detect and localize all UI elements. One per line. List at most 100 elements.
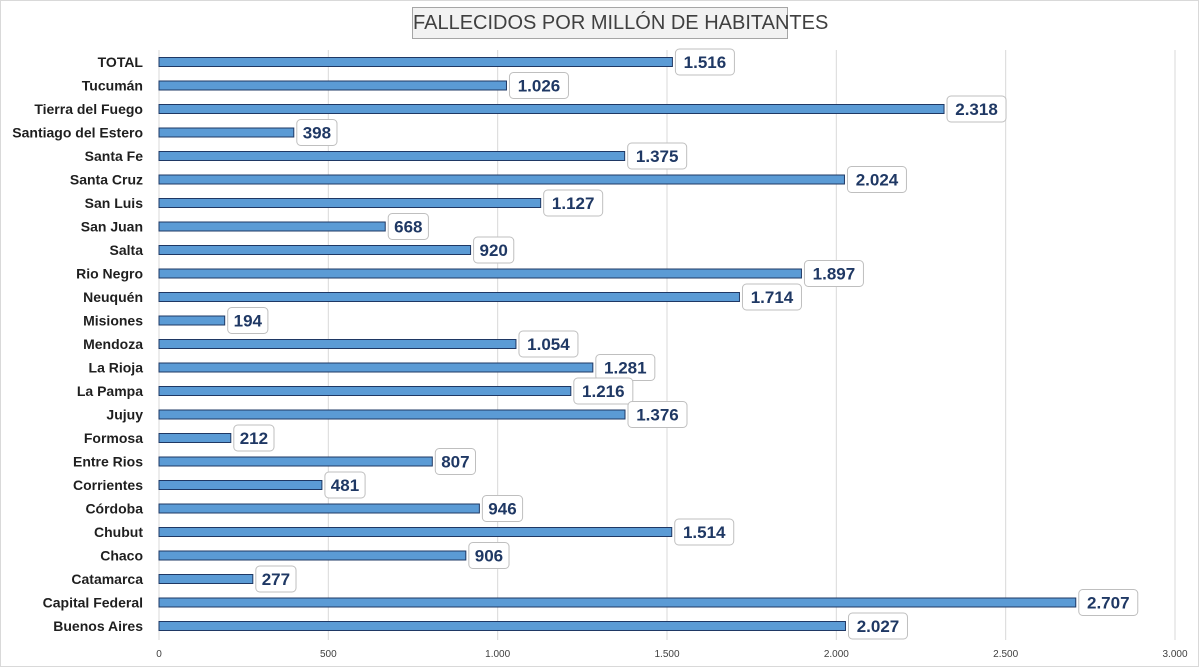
data-label-box [543, 189, 604, 217]
bar [158, 174, 845, 185]
bar [158, 574, 254, 584]
category-label: Corrientes [73, 477, 143, 493]
data-label-box [627, 142, 688, 170]
data-label: 1.516 [684, 53, 727, 72]
bar [158, 245, 472, 255]
category-label: Capital Federal [43, 595, 143, 611]
data-label-box [674, 48, 735, 76]
data-label-box [233, 424, 275, 452]
data-label: 212 [240, 429, 268, 448]
category-label: Santa Fe [85, 148, 144, 164]
data-label-box [227, 307, 269, 334]
data-label: 481 [331, 476, 359, 495]
data-label: 2.027 [857, 617, 900, 636]
category-label: Buenos Aires [53, 618, 143, 634]
category-label: Jujuy [106, 407, 143, 423]
data-label: 1.026 [518, 77, 561, 96]
category-label: Chubut [94, 524, 143, 540]
data-label: 1.054 [527, 335, 570, 354]
data-label: 1.281 [604, 359, 647, 378]
category-label: Tierra del Fuego [34, 101, 143, 117]
chart-title: FALLECIDOS POR MILLÓN DE HABITANTES [412, 7, 828, 39]
data-label: 1.216 [582, 382, 625, 401]
category-label: Misiones [83, 313, 143, 329]
data-label: 1.375 [636, 147, 679, 166]
bar [158, 127, 295, 138]
bar [158, 480, 323, 490]
data-label: 398 [303, 124, 331, 143]
x-tick-label: 0 [156, 649, 162, 660]
x-tick-label: 3.000 [1162, 649, 1187, 660]
bar [158, 409, 626, 420]
data-label: 906 [475, 547, 503, 566]
x-tick-label: 1.000 [485, 649, 510, 660]
data-label-box [627, 401, 688, 428]
category-label: TOTAL [98, 54, 144, 70]
category-label: Chaco [100, 548, 143, 564]
data-label: 1.714 [751, 288, 794, 307]
bar [158, 80, 507, 91]
category-label: Tucumán [82, 78, 143, 94]
data-label: 2.707 [1087, 594, 1130, 613]
bar [158, 503, 480, 514]
category-label: La Rioja [89, 360, 144, 376]
data-label-box [1078, 589, 1139, 616]
bar [158, 339, 517, 349]
data-label: 807 [441, 453, 469, 472]
category-label: Santa Cruz [70, 172, 143, 188]
bar [158, 621, 846, 631]
category-label: Neuquén [83, 289, 143, 305]
data-label-box [468, 542, 510, 569]
bar [158, 597, 1077, 608]
bar [158, 527, 673, 537]
data-label: 1.376 [636, 406, 679, 425]
data-label-box [296, 119, 338, 146]
bar [158, 362, 594, 373]
bar [158, 456, 433, 467]
bar [158, 315, 226, 326]
bar [158, 433, 232, 443]
category-label: Mendoza [83, 336, 143, 352]
bar [158, 198, 542, 208]
data-label-box [573, 377, 634, 405]
bar [158, 151, 626, 161]
data-label-box [846, 166, 907, 193]
category-label: Córdoba [85, 501, 143, 517]
category-label: San Juan [81, 219, 143, 235]
data-label-box [324, 471, 366, 499]
data-label: 1.897 [813, 265, 856, 284]
data-label: 920 [479, 241, 507, 260]
bar [158, 268, 802, 279]
x-tick-label: 1.500 [654, 649, 679, 660]
category-label: Entre Rios [73, 454, 143, 470]
data-label-box [473, 236, 515, 264]
data-label-box [387, 213, 429, 240]
data-label: 2.024 [856, 171, 899, 190]
data-label-box [741, 283, 802, 311]
data-label-box [674, 518, 735, 546]
category-label: Salta [110, 242, 144, 258]
bar [158, 386, 572, 396]
data-label-box [946, 95, 1007, 123]
bar [158, 104, 945, 114]
bar [158, 550, 467, 561]
x-tick-label: 2.000 [824, 649, 849, 660]
category-label: La Pampa [77, 383, 143, 399]
data-label-box [434, 448, 477, 475]
data-label-box [255, 565, 297, 593]
data-label: 277 [262, 570, 290, 589]
data-label: 194 [234, 312, 263, 331]
data-label: 946 [488, 500, 516, 519]
data-label: 1.514 [683, 523, 726, 542]
data-label: 668 [394, 218, 422, 237]
category-label: San Luis [85, 195, 144, 211]
data-label-box [803, 260, 864, 287]
data-label-box [847, 612, 908, 640]
category-label: Santiago del Estero [12, 125, 143, 141]
category-label: Formosa [84, 430, 143, 446]
x-tick-label: 2.500 [993, 649, 1018, 660]
bar [158, 221, 386, 232]
